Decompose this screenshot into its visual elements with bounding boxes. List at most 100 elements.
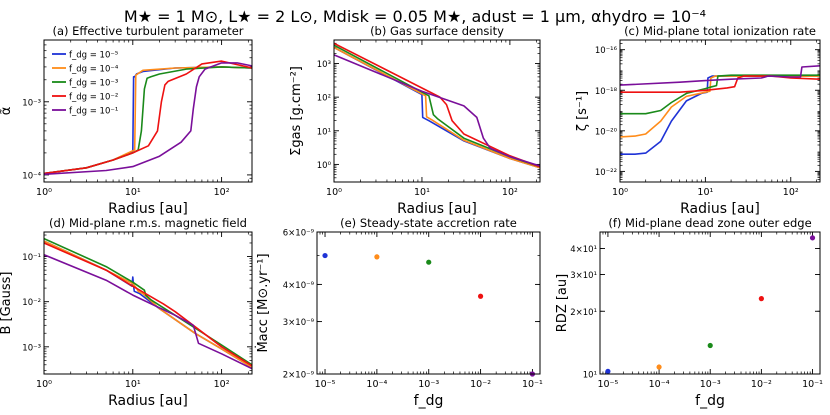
panel-a: (a) Effective turbulent parameter 10⁰ 10¹ 1… — [0, 24, 253, 217]
panel-title-e: (e) Steady-state accretion rate — [340, 216, 517, 230]
series-line-5 — [334, 54, 540, 167]
figure-title: M★ = 1 M⊙, L★ = 2 L⊙, Mdisk = 0.05 M★, a… — [124, 7, 706, 26]
x-tick-label: 10² — [214, 379, 230, 390]
x-tick-label: 10² — [783, 187, 799, 198]
x-axis-label-d: Radius [au] — [108, 393, 188, 409]
legend-label-5: f_dg = 10⁻¹ — [69, 107, 118, 117]
x-tick-label: 10⁻⁴ — [366, 379, 387, 390]
panel-e: (e) Steady-state accretion rate 10⁻⁵ 10⁻⁴ 1… — [255, 216, 543, 409]
x-tick-label: 10⁻² — [470, 379, 491, 390]
x-tick-label: 10¹ — [697, 187, 713, 198]
series-line-5 — [620, 65, 820, 86]
series-line-2 — [620, 75, 820, 138]
plot-frame-c — [619, 39, 821, 183]
data-point-1 — [322, 252, 328, 259]
x-tick-label: 10⁻¹ — [522, 379, 543, 390]
data-point-4 — [477, 293, 484, 299]
series-line-4 — [44, 242, 252, 367]
y-tick-label: 10⁻²² — [595, 168, 617, 178]
legend-label-1: f_dg = 10⁻⁵ — [69, 51, 118, 61]
x-tick-label: 10⁻⁴ — [649, 379, 670, 390]
x-tick-label: 10⁰ — [326, 187, 342, 198]
y-tick-label: 10⁰ — [317, 161, 332, 171]
panel-title-c: (c) Mid-plane total ionization rate — [624, 24, 816, 38]
plot-frame-b — [333, 39, 541, 183]
y-tick-label: 10¹ — [317, 127, 331, 137]
y-tick-label: 2×10¹ — [570, 308, 597, 318]
y-tick-label: 10⁻² — [22, 298, 41, 308]
x-tick-label: 10⁻¹ — [802, 379, 823, 390]
panel-b: (b) Gas surface density 10⁰ 10¹ 10² 10⁰ 10¹ 10… — [289, 24, 541, 217]
y-tick-label: 10² — [317, 94, 331, 104]
y-tick-label: 3×10¹ — [570, 271, 597, 281]
y-axis-label-f: RDZ [au] — [555, 274, 570, 332]
series-line-5 — [44, 253, 252, 370]
panel-c: (c) Mid-plane total ionization rate 10⁰ 10… — [575, 24, 821, 217]
data-point-2 — [374, 254, 380, 260]
series-line-1 — [620, 75, 820, 155]
x-axis-label-a: Radius [au] — [108, 201, 188, 217]
panel-title-a: (a) Effective turbulent parameter — [52, 24, 243, 38]
x-tick-label: 10⁻⁵ — [597, 379, 618, 390]
x-axis-label-b: Radius [au] — [397, 201, 477, 217]
plot-frame-a — [43, 39, 253, 183]
series-line-2 — [44, 240, 252, 369]
y-axis-label-e: Ṁacc [M⊙.yr⁻¹] — [255, 253, 271, 352]
y-tick-label: 2×10⁻⁹ — [283, 371, 315, 381]
y-axis-label-a: α̃ — [0, 107, 14, 116]
x-tick-label: 10⁻² — [751, 379, 772, 390]
data-point-3 — [707, 342, 713, 349]
panel-title-d: (d) Mid-plane r.m.s. magnetic field — [49, 216, 247, 230]
y-tick-label: 10³ — [317, 60, 331, 70]
y-tick-label: 4×10⁻⁹ — [283, 281, 315, 291]
data-point-4 — [758, 296, 764, 302]
series-line-5 — [44, 62, 252, 176]
x-tick-label: 10¹ — [125, 187, 141, 198]
plot-frame-d — [43, 231, 253, 375]
y-tick-label: 10⁻²⁰ — [595, 127, 618, 137]
plot-frame-e — [316, 231, 541, 375]
x-tick-label: 10⁰ — [612, 187, 628, 198]
plot-frame-f — [599, 231, 821, 375]
y-tick-label: 3×10⁻⁹ — [283, 318, 315, 328]
y-tick-label: 10⁻¹⁶ — [595, 46, 618, 56]
legend-label-2: f_dg = 10⁻⁴ — [69, 65, 119, 75]
x-tick-label: 10¹ — [414, 187, 430, 198]
x-tick-label: 10⁻³ — [700, 379, 721, 390]
series-line-2 — [334, 46, 540, 169]
y-tick-label: 10⁻¹⁸ — [595, 87, 618, 97]
x-axis-label-c: Radius [au] — [680, 201, 760, 217]
panel-d: (d) Mid-plane r.m.s. magnetic field 10⁰ 10… — [0, 216, 253, 409]
data-point-2 — [656, 364, 662, 370]
series-group-c — [620, 65, 820, 155]
series-line-1 — [334, 46, 540, 169]
y-tick-label: 10⁻¹ — [22, 253, 41, 263]
x-tick-label: 10⁻³ — [418, 379, 439, 390]
y-tick-label: 6×10⁻⁹ — [283, 229, 315, 239]
series-group-d — [44, 237, 252, 370]
x-tick-label: 10⁰ — [36, 187, 52, 198]
y-axis-label-c: ζ [s⁻¹] — [575, 91, 590, 131]
legend-label-4: f_dg = 10⁻² — [69, 93, 118, 103]
x-tick-label: 10² — [214, 187, 230, 198]
y-axis-label-b: Σgas [g.cm⁻²] — [289, 66, 304, 156]
x-tick-label: 10² — [502, 187, 518, 198]
panel-title-b: (b) Gas surface density — [370, 24, 504, 38]
series-line-4 — [44, 60, 252, 175]
series-line-3 — [620, 74, 820, 115]
x-tick-label: 10⁰ — [36, 379, 52, 390]
data-point-1 — [605, 368, 611, 374]
x-tick-label: 10⁻⁵ — [315, 379, 336, 390]
series-group-a — [44, 60, 252, 176]
y-tick-label: 10¹ — [583, 371, 597, 381]
x-axis-label-f: f_dg — [695, 393, 725, 409]
panel-title-f: (f) Mid-plane dead zone outer edge — [608, 216, 811, 230]
x-axis-label-e: f_dg — [414, 393, 444, 409]
y-tick-label: 4×10¹ — [570, 245, 597, 255]
x-tick-label: 10¹ — [125, 379, 141, 390]
data-point-3 — [426, 259, 432, 265]
series-group-b — [334, 42, 540, 169]
legend-label-3: f_dg = 10⁻³ — [69, 79, 118, 89]
